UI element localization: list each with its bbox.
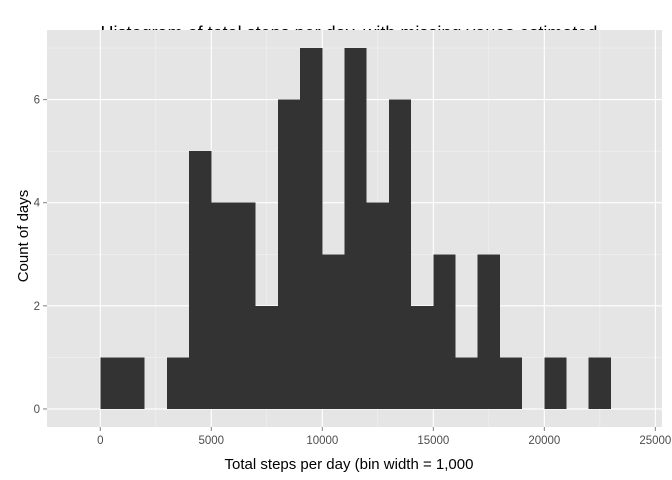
- x-tick-label-0: 0: [97, 435, 103, 447]
- y-tick-label-1: 2: [34, 301, 40, 313]
- histogram-bar-8: [277, 99, 301, 409]
- histogram-bar-10: [322, 254, 345, 409]
- histogram-bar-3: [166, 357, 190, 409]
- y-tick-label-0: 0: [34, 404, 40, 416]
- y-tick-label-3: 6: [34, 95, 40, 107]
- histogram-bar-13: [388, 99, 412, 409]
- histogram-bar-20: [544, 357, 567, 409]
- histogram-bar-11: [344, 48, 367, 409]
- histogram-bar-15: [433, 254, 456, 409]
- y-axis-label: Count of days: [15, 190, 32, 283]
- histogram-bar-14: [411, 305, 434, 409]
- x-tick-label-4: 20000: [528, 435, 560, 447]
- histogram-bar-4: [189, 151, 212, 409]
- y-tick-label-2: 4: [34, 198, 41, 210]
- x-tick-label-2: 10000: [306, 435, 338, 447]
- histogram-bar-18: [499, 357, 523, 409]
- x-axis-label: Total steps per day (bin width = 1,000: [225, 456, 474, 473]
- histogram-bar-16: [455, 357, 478, 409]
- histogram-bar-22: [588, 357, 611, 409]
- histogram-bar-6: [233, 202, 256, 409]
- histogram-bar-1: [122, 357, 145, 409]
- histogram-bar-0: [100, 357, 123, 409]
- y-axis-ticks: 0 2 4 6: [34, 95, 47, 416]
- x-tick-label-3: 15000: [417, 435, 449, 447]
- x-tick-label-1: 5000: [198, 435, 224, 447]
- x-tick-label-5: 25000: [639, 435, 671, 447]
- histogram-bar-7: [255, 305, 278, 409]
- histogram-bar-12: [366, 202, 389, 409]
- histogram-bar-5: [211, 202, 234, 409]
- histogram-bar-9: [300, 48, 323, 409]
- x-axis-ticks: 0 5000 10000 15000 20000 25000: [97, 427, 671, 447]
- histogram-bars: [100, 48, 611, 409]
- histogram-bar-17: [477, 254, 500, 409]
